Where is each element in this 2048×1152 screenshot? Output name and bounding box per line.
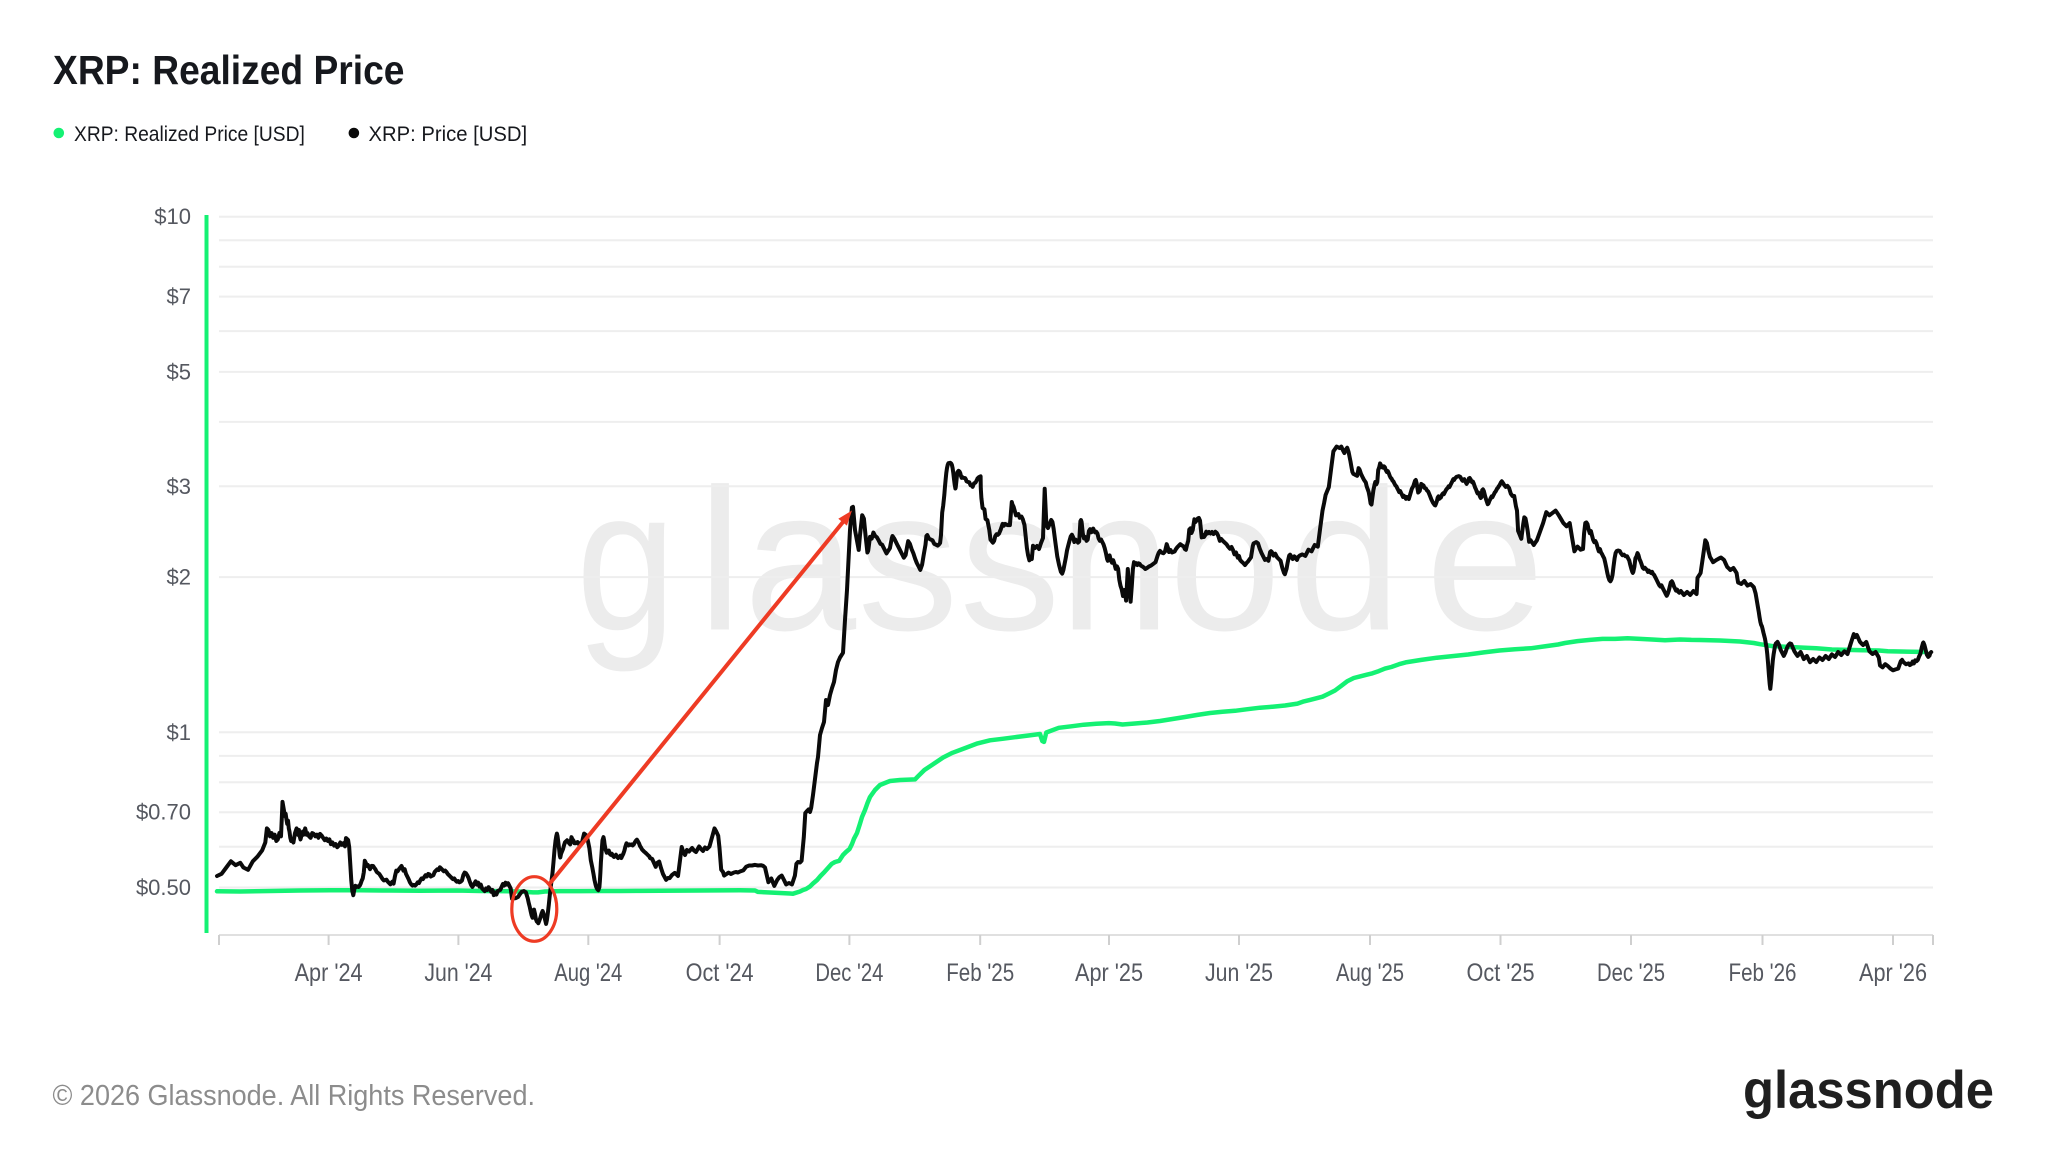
svg-text:$0.70: $0.70: [136, 800, 191, 825]
svg-text:XRP: Price [USD]: XRP: Price [USD]: [369, 123, 528, 146]
svg-text:Aug '25: Aug '25: [1336, 959, 1404, 987]
svg-text:© 2026 Glassnode. All Rights R: © 2026 Glassnode. All Rights Reserved.: [53, 1080, 536, 1112]
svg-text:o: o: [1169, 447, 1281, 673]
svg-text:$10: $10: [154, 204, 191, 229]
svg-text:$0.50: $0.50: [136, 875, 191, 900]
svg-text:d: d: [1289, 447, 1401, 673]
svg-text:e: e: [1425, 447, 1545, 673]
svg-text:Apr '25: Apr '25: [1075, 959, 1143, 987]
svg-text:a: a: [744, 447, 857, 673]
svg-text:Oct '25: Oct '25: [1467, 959, 1535, 987]
svg-text:$3: $3: [167, 474, 191, 499]
svg-text:Apr '26: Apr '26: [1859, 959, 1927, 987]
svg-text:Apr '24: Apr '24: [295, 959, 363, 987]
svg-text:Jun '25: Jun '25: [1205, 959, 1273, 987]
svg-text:Aug '24: Aug '24: [554, 959, 622, 987]
svg-text:XRP: Realized Price [USD]: XRP: Realized Price [USD]: [74, 123, 305, 146]
svg-text:Feb '25: Feb '25: [946, 959, 1014, 987]
svg-text:Oct '24: Oct '24: [686, 959, 754, 987]
svg-text:Dec '25: Dec '25: [1597, 959, 1665, 987]
svg-text:$7: $7: [167, 284, 191, 309]
svg-text:Jun '24: Jun '24: [424, 959, 492, 987]
svg-text:$5: $5: [167, 359, 191, 384]
svg-text:glassnode: glassnode: [1743, 1061, 1994, 1120]
svg-text:$1: $1: [167, 720, 191, 745]
svg-text:l: l: [698, 447, 743, 673]
svg-text:Dec '24: Dec '24: [815, 959, 883, 987]
svg-text:XRP: Realized Price: XRP: Realized Price: [53, 47, 405, 93]
svg-text:Feb '26: Feb '26: [1729, 959, 1797, 987]
svg-text:$2: $2: [167, 565, 191, 590]
svg-text:g: g: [576, 447, 676, 673]
svg-text:s: s: [858, 447, 959, 673]
